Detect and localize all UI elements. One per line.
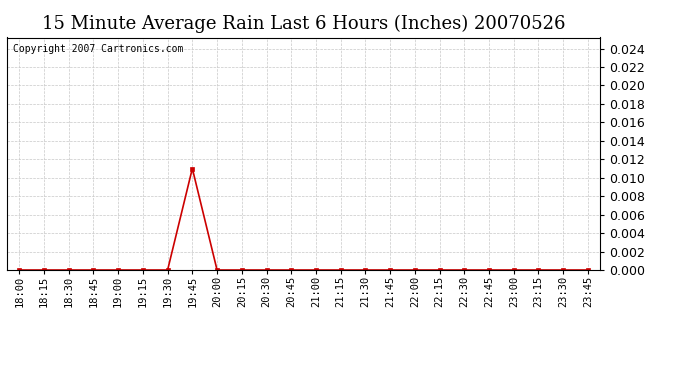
Text: 15 Minute Average Rain Last 6 Hours (Inches) 20070526: 15 Minute Average Rain Last 6 Hours (Inc… bbox=[42, 15, 565, 33]
Text: Copyright 2007 Cartronics.com: Copyright 2007 Cartronics.com bbox=[13, 45, 184, 54]
